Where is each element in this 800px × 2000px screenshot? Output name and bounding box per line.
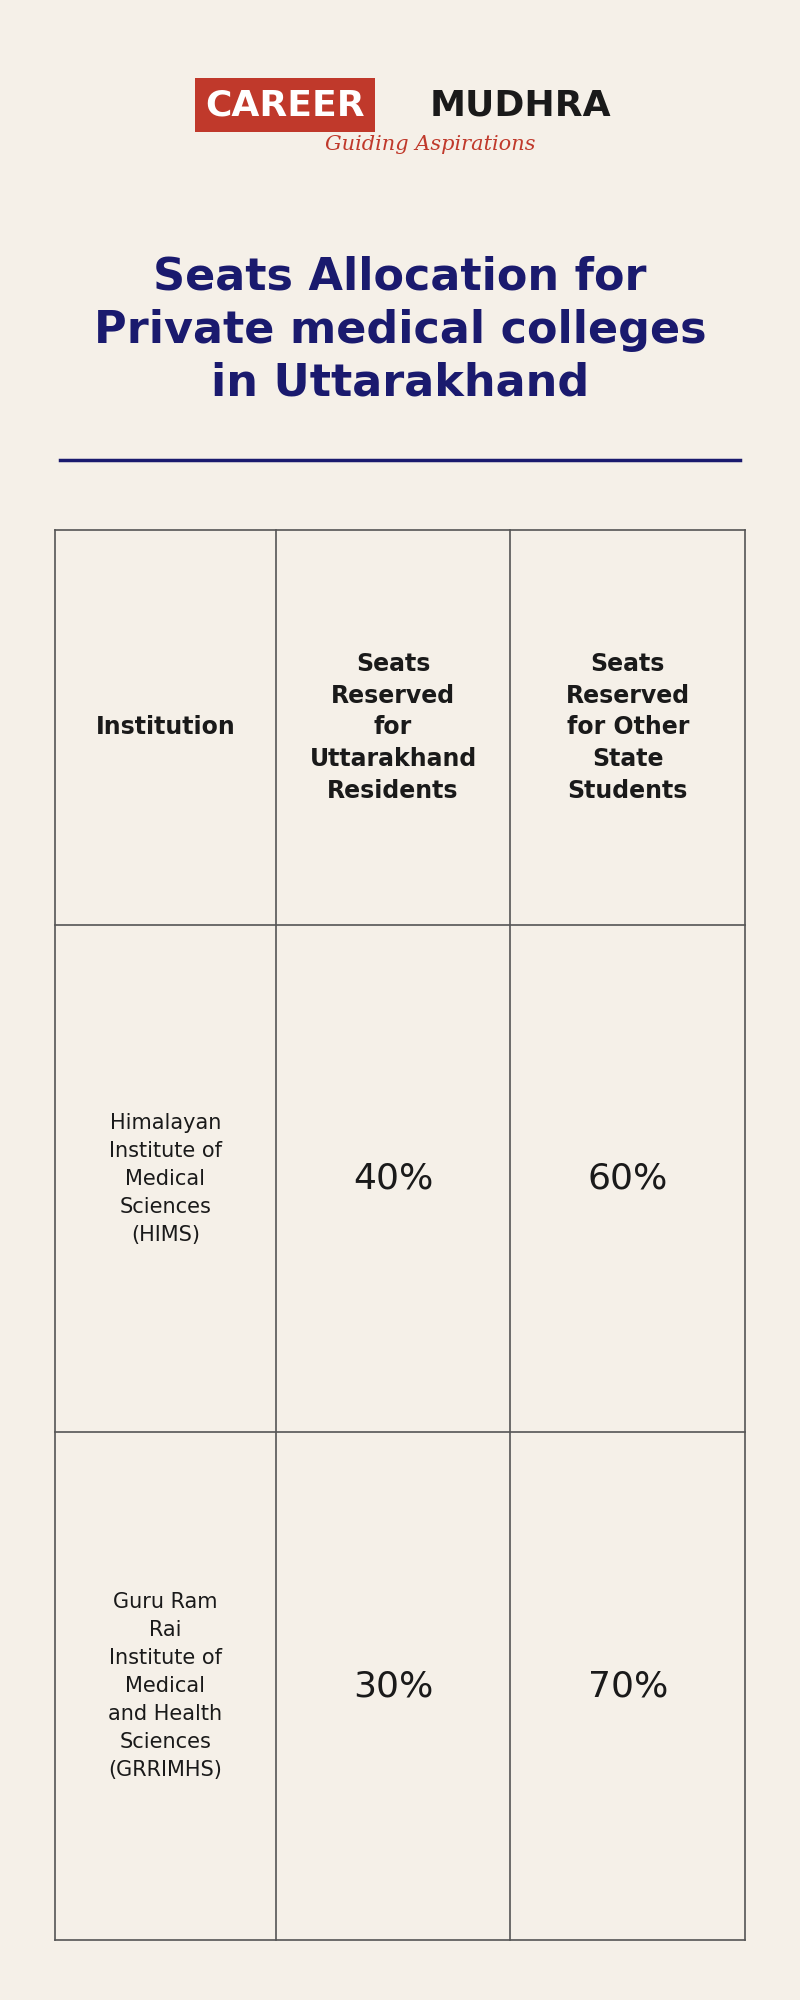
Text: 40%: 40% (353, 1162, 434, 1196)
Text: Himalayan
Institute of
Medical
Sciences
(HIMS): Himalayan Institute of Medical Sciences … (109, 1112, 222, 1244)
Text: 70%: 70% (587, 1670, 668, 1704)
Text: Seats Allocation for
Private medical colleges
in Uttarakhand: Seats Allocation for Private medical col… (94, 256, 706, 404)
Text: Guru Ram
Rai
Institute of
Medical
and Health
Sciences
(GRRIMHS): Guru Ram Rai Institute of Medical and He… (108, 1592, 222, 1780)
Text: 30%: 30% (353, 1670, 434, 1704)
Text: Guiding Aspirations: Guiding Aspirations (325, 136, 535, 154)
Text: Seats
Reserved
for Other
State
Students: Seats Reserved for Other State Students (566, 652, 690, 802)
Text: MUDHRA: MUDHRA (430, 88, 612, 122)
Text: Institution: Institution (95, 716, 235, 740)
Text: CAREER: CAREER (205, 88, 365, 122)
Text: Seats
Reserved
for
Uttarakhand
Residents: Seats Reserved for Uttarakhand Residents (310, 652, 477, 802)
Text: 60%: 60% (587, 1162, 668, 1196)
